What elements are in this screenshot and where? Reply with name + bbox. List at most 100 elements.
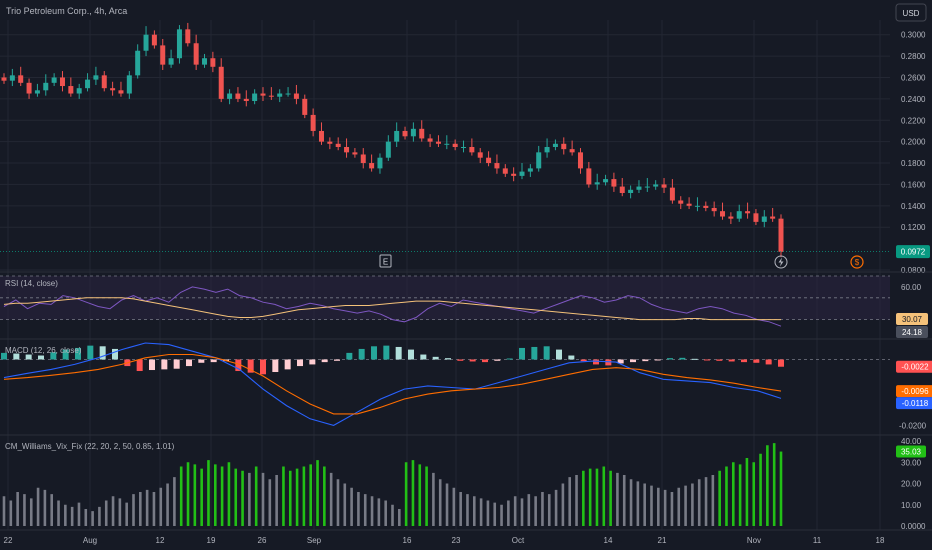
candle[interactable] (761, 210, 767, 228)
candle[interactable] (377, 153, 383, 174)
candle[interactable] (302, 94, 308, 119)
candle[interactable] (135, 44, 141, 79)
candle[interactable] (193, 34, 199, 70)
macd-signal-badge[interactable] (896, 385, 932, 398)
vix-pane[interactable] (2, 443, 783, 526)
candle[interactable] (218, 58, 224, 103)
candle[interactable] (552, 139, 558, 151)
candle[interactable] (778, 214, 784, 258)
candle[interactable] (344, 138, 350, 158)
vix-badge[interactable] (896, 445, 926, 458)
candle[interactable] (202, 53, 208, 68)
candle[interactable] (745, 202, 751, 219)
candle[interactable] (26, 78, 32, 99)
candle[interactable] (293, 84, 299, 105)
candle[interactable] (252, 89, 258, 105)
candle[interactable] (594, 173, 600, 190)
macd-badge[interactable] (896, 397, 932, 410)
candle[interactable] (494, 154, 500, 174)
rsi-ma-badge[interactable] (896, 313, 928, 326)
candle[interactable] (143, 26, 149, 57)
candle[interactable] (486, 151, 492, 167)
dividend-marker[interactable]: $ (850, 255, 864, 269)
candle[interactable] (210, 51, 216, 73)
candle[interactable] (235, 87, 241, 103)
candle[interactable] (569, 140, 575, 156)
macd-line[interactable] (3, 342, 782, 426)
rsi-line[interactable] (3, 286, 782, 327)
candle[interactable] (419, 120, 425, 142)
candle[interactable] (360, 148, 366, 169)
candle[interactable] (644, 178, 650, 192)
candle[interactable] (34, 83, 40, 97)
lightning-icon[interactable] (774, 255, 788, 269)
candle[interactable] (168, 49, 174, 68)
candle[interactable] (227, 89, 233, 105)
candle[interactable] (327, 137, 333, 150)
candle[interactable] (277, 89, 283, 103)
candle[interactable] (694, 197, 700, 212)
candle[interactable] (653, 180, 659, 190)
candle[interactable] (93, 66, 99, 85)
candle[interactable] (711, 201, 717, 217)
candle[interactable] (586, 161, 592, 188)
candle[interactable] (310, 108, 316, 137)
price-pane[interactable] (0, 22, 890, 258)
candle[interactable] (661, 178, 667, 193)
candle[interactable] (76, 83, 82, 99)
macd-signal-line[interactable] (3, 353, 782, 415)
candle[interactable] (59, 71, 65, 92)
candle[interactable] (461, 140, 467, 153)
rsi-ma-line[interactable] (3, 297, 781, 321)
candle[interactable] (720, 202, 726, 220)
candle[interactable] (260, 87, 266, 102)
candle[interactable] (770, 207, 776, 222)
candle[interactable] (402, 126, 408, 140)
candle[interactable] (51, 73, 57, 87)
candle[interactable] (85, 73, 91, 92)
candle[interactable] (469, 138, 475, 156)
candle[interactable] (285, 87, 291, 97)
candle[interactable] (452, 139, 458, 151)
candle[interactable] (728, 212, 734, 225)
candle[interactable] (268, 87, 274, 100)
candle[interactable] (561, 137, 567, 155)
rsi-pane[interactable] (3, 286, 782, 327)
candle[interactable] (369, 154, 375, 172)
earnings-marker[interactable]: E (379, 254, 392, 268)
currency-button[interactable]: USD (895, 3, 927, 22)
candle[interactable] (151, 30, 157, 49)
candle[interactable] (118, 81, 124, 97)
candle[interactable] (43, 74, 49, 96)
candle[interactable] (385, 135, 391, 161)
candle[interactable] (160, 38, 166, 70)
candle[interactable] (410, 122, 416, 142)
candle[interactable] (619, 178, 625, 197)
candle[interactable] (577, 148, 583, 174)
macd-pane[interactable] (0, 342, 890, 426)
candle[interactable] (435, 135, 441, 147)
rsi-badge[interactable] (896, 326, 928, 339)
candle[interactable] (18, 66, 24, 87)
candle[interactable] (686, 197, 692, 210)
candle[interactable] (519, 163, 525, 180)
candle[interactable] (9, 68, 15, 87)
candle[interactable] (636, 180, 642, 193)
candle[interactable] (101, 71, 107, 92)
candle[interactable] (628, 185, 634, 199)
candle[interactable] (1, 73, 7, 84)
candle[interactable] (669, 179, 675, 204)
candle[interactable] (736, 204, 742, 222)
candle[interactable] (126, 71, 132, 99)
candle[interactable] (611, 172, 617, 192)
candle[interactable] (318, 122, 324, 145)
last-price-badge[interactable] (896, 245, 930, 259)
candle[interactable] (68, 77, 74, 97)
candle[interactable] (335, 137, 341, 151)
candle[interactable] (753, 209, 759, 226)
candle[interactable] (243, 90, 249, 107)
candle[interactable] (527, 164, 533, 177)
price-axis[interactable]: 0.3000 0.2800 0.2600 0.2400 0.2200 0.2000 0.18… (896, 31, 932, 531)
macd-histogram-badge[interactable] (896, 360, 932, 373)
time-axis[interactable]: 22 Aug 12 19 26 Sep 16 23 Oct 14 21 Nov 11 18 (4, 536, 885, 545)
